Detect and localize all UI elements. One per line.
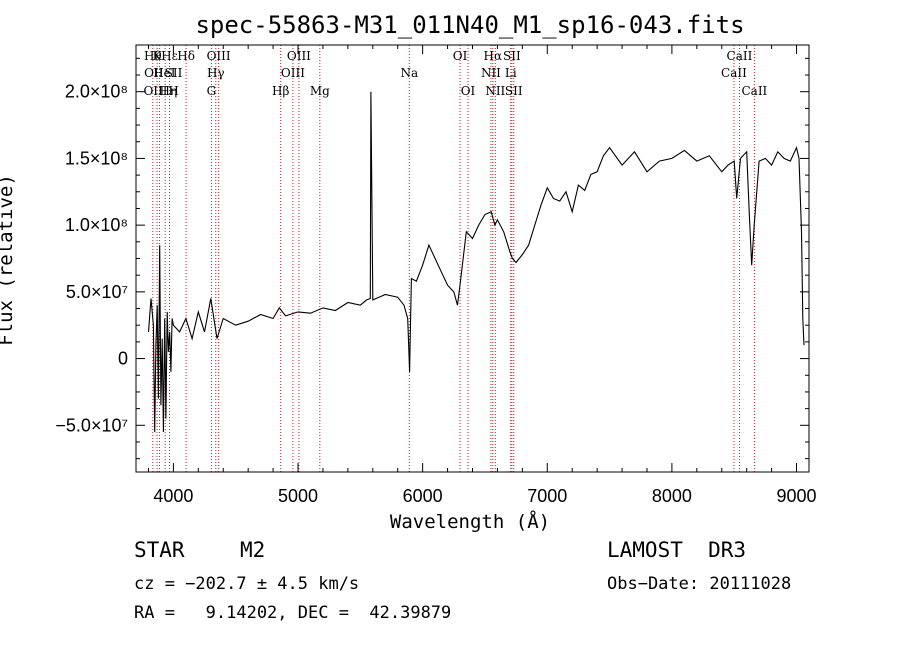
line-marker-label: SII [165,66,183,80]
line-marker-label: Na [400,66,418,80]
flux-series [147,91,805,433]
x-tick-label: 8000 [652,486,692,506]
line-marker-label: Hδ [177,49,195,63]
line-marker-label: Hη [160,84,178,98]
line-marker-label: Hβ [272,84,289,98]
line-marker-label: OII [144,66,164,80]
y-tick-label: 0 [118,349,128,369]
line-marker-label: Hε [161,49,178,63]
line-marker-label: CaII [721,66,747,80]
line-marker-label: G [207,84,217,98]
x-axis: 4000 5000 6000 7000 8000 9000 [147,45,817,506]
line-marker-label: K [153,49,163,63]
x-tick-label: 5000 [278,486,318,506]
line-marker-label: OI [461,84,476,98]
line-marker-label: Hγ [207,66,225,80]
line-marker-label: SII [505,84,523,98]
survey-name: LAMOST DR3 [607,538,747,562]
y-axis: −5.0×10⁷ 0 5.0×10⁷ 1.0×10⁸ 1.5×10⁸ 2.0×10⁸ [55,57,809,460]
line-marker-label: CaII [727,49,753,63]
y-tick-label: −5.0×10⁷ [55,415,128,435]
plot-frame [135,44,810,473]
y-tick-label: 1.0×10⁸ [65,215,128,235]
y-axis-label: Flux (relative) [0,174,17,346]
line-markers [152,45,755,472]
x-tick-label: 9000 [777,486,817,506]
line-marker-label: Hα [484,49,503,63]
object-subclass: M2 [240,538,266,562]
x-tick-label: 7000 [527,486,567,506]
x-axis-label: Wavelength (Å) [390,510,550,533]
line-marker-label: H [168,84,178,98]
line-marker-label: OIII [143,84,167,98]
line-marker-label: HeI [153,66,176,80]
line-marker-label: NII [485,84,505,98]
line-marker-label: OIII [287,49,311,63]
line-marker-label: Hθ [144,49,162,63]
line-marker-label: Mg [310,84,330,98]
line-marker-label: NII [481,66,501,80]
coordinates: RA = 9.14202, DEC = 42.39879 [134,603,452,623]
line-marker-label: OIII [281,66,305,80]
line-marker-label: CaII [741,84,767,98]
observation-date: Obs−Date: 20111028 [607,574,792,594]
chart-title: spec-55863-M31_011N40_M1_sp16-043.fits [195,11,744,39]
x-tick-label: 4000 [153,486,193,506]
object-class: STAR [134,538,185,562]
y-tick-label: 5.0×10⁷ [66,282,128,302]
redshift-velocity: cz = −202.7 ± 4.5 km/s [134,574,360,594]
flux-line [147,91,805,433]
y-tick-label: 1.5×10⁸ [65,148,128,168]
line-marker-label: Li [505,66,517,80]
line-marker-label: OIII [207,49,231,63]
x-tick-label: 6000 [403,486,443,506]
line-marker-label: SII [503,49,521,63]
line-marker-labels: HθK Hε Hδ OIII Hγ G Hβ OIII OIII Mg Na OI OI NII Hα NII… [143,49,767,98]
y-tick-label: 2.0×10⁸ [65,82,128,102]
line-marker-label: OI [453,49,468,63]
